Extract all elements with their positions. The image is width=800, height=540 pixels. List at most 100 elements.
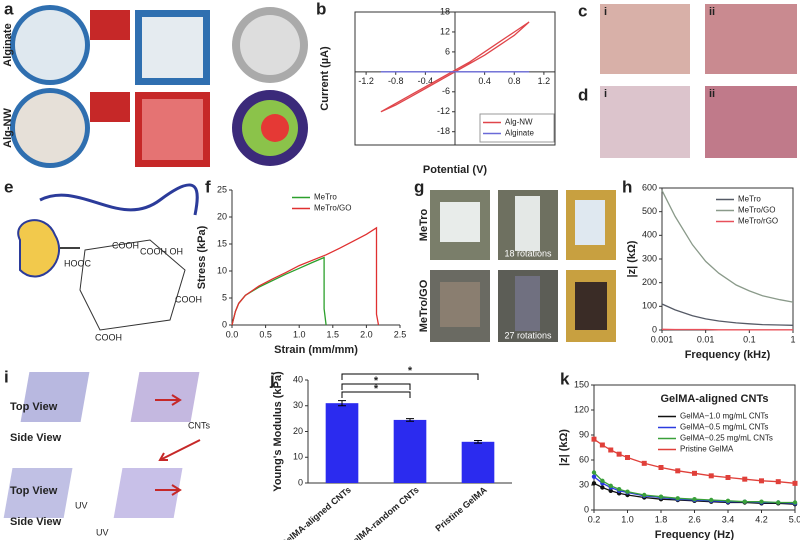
data-point <box>742 476 748 482</box>
data-point <box>599 442 605 448</box>
y-tick-label: -6 <box>442 86 450 96</box>
x-tick-label: 4.2 <box>755 514 768 524</box>
significance-bracket <box>341 373 479 380</box>
y-tick-label: 500 <box>642 206 657 216</box>
x-tick-label: -1.2 <box>358 76 374 86</box>
x-tick-label: 0.0 <box>226 329 239 339</box>
x-tick-label: 0.2 <box>588 514 601 524</box>
row-label: Alginate <box>2 23 14 66</box>
legend-label: GelMA−0.5 mg/mL CNTs <box>680 423 768 432</box>
significance-label: * <box>374 383 379 395</box>
data-point <box>625 455 630 460</box>
photo-label: 27 rotations <box>504 330 552 340</box>
panel-letter: g <box>414 177 424 196</box>
data-point <box>591 481 597 486</box>
y-tick-label: 0 <box>584 504 589 514</box>
y-axis-label: |z| (kΩ) <box>558 429 570 466</box>
y-tick-label: 600 <box>642 182 657 192</box>
y-tick-label: 30 <box>579 479 589 489</box>
chem-label: COOH <box>175 294 202 304</box>
x-tick-label: 3.4 <box>722 514 735 524</box>
significance-bracket <box>341 383 411 390</box>
data-point <box>591 474 597 479</box>
x-tick-label: 0.4 <box>478 76 491 86</box>
y-tick-label: 20 <box>293 426 303 436</box>
y-axis-label: Stress (kPa) <box>196 225 208 289</box>
x-tick-label: 0.5 <box>259 329 272 339</box>
data-point <box>616 451 622 457</box>
data-line <box>231 256 327 326</box>
y-axis-label: Current (µA) <box>319 46 331 111</box>
chem-label: COOH <box>95 332 122 342</box>
x-tick-label: 0.001 <box>651 334 674 344</box>
data-point <box>675 468 681 474</box>
sub-label: ii <box>709 6 715 18</box>
view-label: Side View <box>10 432 62 444</box>
bar <box>461 441 495 483</box>
panel-letter: d <box>578 85 588 104</box>
legend-label: MeTro/GO <box>314 204 351 213</box>
legend-label: Alginate <box>505 129 534 138</box>
data-point <box>692 470 697 476</box>
y-tick-label: 120 <box>574 404 589 414</box>
photo-label: 18 rotations <box>504 248 552 258</box>
y-tick-label: 300 <box>642 253 657 263</box>
x-tick-label: 0.1 <box>743 334 756 344</box>
data-point <box>792 480 798 486</box>
view-label: Top View <box>10 485 58 497</box>
data-point <box>742 499 747 504</box>
x-axis-label: Strain (mm/mm) <box>274 344 358 356</box>
legend-label: GelMA−1.0 mg/mL CNTs <box>680 412 768 421</box>
y-tick-label: 15 <box>217 238 227 248</box>
y-tick-label: 0 <box>652 324 657 334</box>
view-label: Side View <box>10 516 62 528</box>
legend-label: MeTro/GO <box>738 206 775 215</box>
panel-g: g MeTro MeTro/GO 18 rotations 27 rotatio… <box>414 177 616 342</box>
panel-letter: c <box>578 1 587 20</box>
chem-label: COOH <box>112 240 139 250</box>
data-point <box>725 475 731 480</box>
data-point <box>608 447 614 453</box>
y-tick-label: 0 <box>222 319 227 329</box>
data-point <box>608 488 613 494</box>
row-label: MeTro <box>418 209 430 242</box>
x-tick-label: 5.0 <box>789 514 800 524</box>
error-bar <box>474 440 482 444</box>
y-tick-label: 10 <box>217 265 227 275</box>
panel-letter: e <box>4 177 13 196</box>
x-tick-label: GelMA-random CNTs <box>346 485 421 540</box>
y-tick-label: 20 <box>217 211 227 221</box>
error-bar <box>406 418 414 422</box>
data-point <box>608 483 613 489</box>
y-tick-label: 150 <box>574 379 589 389</box>
y-tick-label: 100 <box>642 301 657 311</box>
x-tick-label: 1.0 <box>621 514 634 524</box>
sub-label: ii <box>709 88 715 100</box>
x-tick-label: 2.0 <box>360 329 373 339</box>
y-tick-label: 60 <box>579 454 589 464</box>
step-label: UV <box>96 527 109 537</box>
y-tick-label: 6 <box>445 46 450 56</box>
y-tick-label: 25 <box>217 184 227 194</box>
data-point <box>776 500 781 505</box>
x-axis-label: Frequency (Hz) <box>655 529 735 540</box>
panel-i: i Top View Side View Top View Side View … <box>3 367 210 537</box>
y-tick-label: -12 <box>437 106 450 116</box>
panel-cd: c i ii d i ii <box>578 1 797 158</box>
x-tick-label: GelMA-aligned CNTs <box>279 485 353 540</box>
data-line <box>380 21 530 113</box>
row-label: Alg-NW <box>2 108 14 148</box>
panel-letter: a <box>4 0 14 18</box>
data-point <box>591 470 597 475</box>
row-label: MeTro/GO <box>418 279 430 332</box>
legend-label: Pristine GelMA <box>680 445 734 454</box>
data-point <box>792 500 798 505</box>
legend-label: Alg-NW <box>505 118 533 127</box>
sub-label: i <box>604 88 607 100</box>
y-tick-label: -18 <box>437 126 450 136</box>
legend-label: MeTro <box>314 193 337 202</box>
data-point <box>759 499 764 504</box>
panel-letter: j <box>269 369 275 388</box>
panel-letter: b <box>316 0 326 18</box>
step-label: CNTs <box>188 420 210 430</box>
